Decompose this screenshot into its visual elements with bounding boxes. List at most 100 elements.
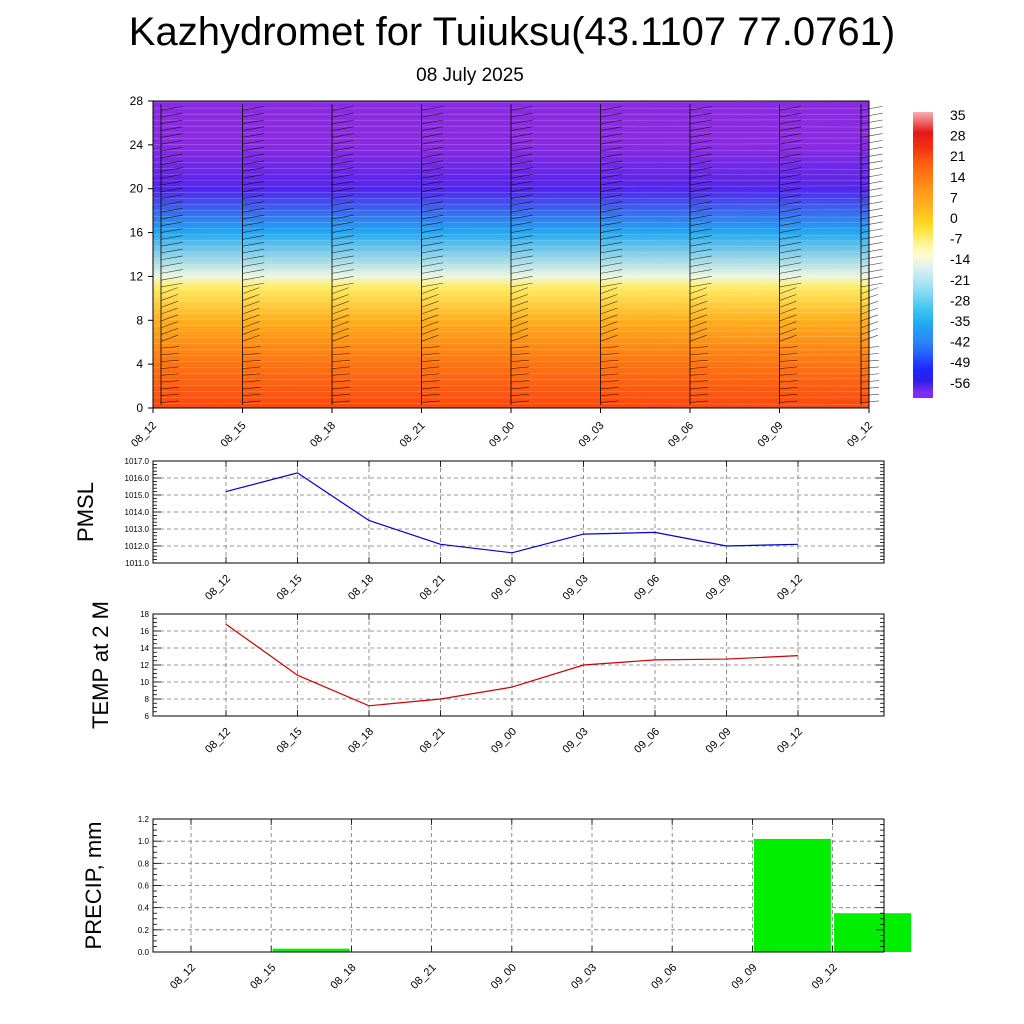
colorbar-label: -35: [950, 313, 970, 329]
colorbar: 35 28 21 14 7 0 -7 -14 -21 -28 -35 -42 -49 -56: [913, 107, 970, 398]
wind-barb: [600, 276, 623, 281]
wind-barb: [421, 201, 444, 206]
wind-barb: [421, 160, 444, 165]
wind-barb: [689, 359, 708, 363]
wind-barb: [510, 269, 533, 274]
wind-barb: [860, 106, 883, 111]
wind-barb: [331, 346, 350, 349]
y-tick-label: 12: [140, 661, 149, 670]
cross-section-panel: 0 4 8 12 16 20 24 28 08_12 08_15 08_18 08_21 09_00 09…: [129, 94, 883, 450]
wind-barb: [779, 353, 798, 356]
wind-barb: [689, 146, 712, 152]
y-tick-label: 0: [136, 401, 143, 415]
wind-barb: [510, 321, 529, 329]
wind-barb: [160, 269, 183, 274]
wind-barb: [779, 235, 802, 240]
wind-barb: [600, 353, 619, 356]
x-tick-label: 09_12: [845, 420, 875, 450]
wind-barb: [600, 126, 623, 131]
wind-barb: [600, 387, 619, 390]
y-tick-label: 6: [145, 712, 150, 721]
wind-barb: [860, 180, 883, 186]
x-tick-label: 08_18: [346, 573, 376, 603]
wind-barb: [779, 194, 802, 199]
x-tick-label: 09_12: [775, 726, 805, 756]
wind-barb: [860, 262, 883, 267]
y-tick-label: 18: [140, 610, 149, 619]
wind-barb: [860, 282, 883, 288]
x-tick-label: 09_03: [561, 726, 591, 756]
wind-barb: [331, 160, 354, 165]
wind-barb: [421, 119, 444, 125]
wind-barb: [600, 208, 623, 213]
wind-barb: [860, 255, 883, 261]
colorbar-bar: [913, 112, 933, 398]
wind-barb: [689, 353, 708, 356]
wind-barb: [510, 255, 533, 261]
wind-barb: [421, 282, 444, 288]
wind-barb: [510, 228, 533, 233]
wind-barb: [331, 255, 354, 261]
wind-barb: [600, 174, 623, 179]
x-tick-label: 09_12: [810, 962, 840, 992]
wind-barb: [421, 276, 444, 281]
wind-barb: [421, 153, 444, 159]
wind-barb: [600, 187, 623, 193]
y-tick-label: 1017.0: [125, 457, 150, 466]
wind-barb: [160, 140, 183, 145]
y-axis-title: PMSL: [73, 482, 98, 542]
wind-barb: [331, 282, 354, 288]
wind-barb: [331, 153, 354, 159]
wind-barb: [779, 334, 797, 342]
wind-barb: [600, 359, 619, 363]
wind-barb: [421, 194, 444, 199]
wind-barb: [160, 380, 179, 383]
wind-barb: [421, 248, 444, 254]
wind-barb: [860, 201, 883, 206]
wind-barb: [331, 321, 350, 329]
wind-barb: [331, 400, 350, 403]
wind-barb: [860, 373, 879, 376]
wind-barb: [242, 187, 265, 193]
wind-barb: [331, 353, 350, 356]
wind-barb: [779, 248, 802, 254]
y-tick-label: 0.8: [138, 859, 150, 868]
wind-barb: [860, 393, 879, 397]
y-tick-label: 16: [130, 226, 144, 240]
y-tick-label: 16: [140, 627, 149, 636]
wind-barb: [510, 194, 533, 199]
wind-barb: [689, 228, 712, 233]
wind-barb: [779, 387, 798, 390]
wind-barb: [510, 201, 533, 206]
wind-barb: [779, 214, 802, 220]
y-tick-label: 10: [140, 678, 149, 687]
wind-barb: [860, 235, 883, 240]
wind-barb: [160, 282, 183, 288]
y-tick-label: 12: [130, 269, 144, 283]
wind-barb: [860, 146, 883, 152]
wind-barb: [600, 262, 623, 267]
wind-barb: [421, 400, 440, 403]
wind-barb: [421, 167, 444, 172]
wind-barb: [779, 400, 798, 403]
wind-barb: [510, 387, 529, 390]
wind-barb: [242, 262, 265, 267]
wind-barb: [510, 180, 533, 186]
wind-barb: [860, 400, 879, 403]
x-tick-label: 08_12: [203, 573, 233, 603]
wind-barb: [689, 282, 712, 288]
wind-barb: [779, 160, 802, 165]
wind-barb: [160, 146, 183, 152]
wind-barb: [510, 140, 533, 145]
wind-barb: [510, 146, 533, 152]
wind-barb: [600, 140, 623, 145]
wind-barb: [510, 353, 529, 356]
wind-barb: [331, 262, 354, 267]
x-tick-label: 08_21: [409, 962, 439, 992]
wind-barb: [242, 294, 260, 301]
wind-barb: [421, 387, 440, 390]
wind-barb: [779, 133, 802, 138]
y-tick-label: 4: [136, 357, 143, 371]
wind-barb: [421, 214, 444, 220]
